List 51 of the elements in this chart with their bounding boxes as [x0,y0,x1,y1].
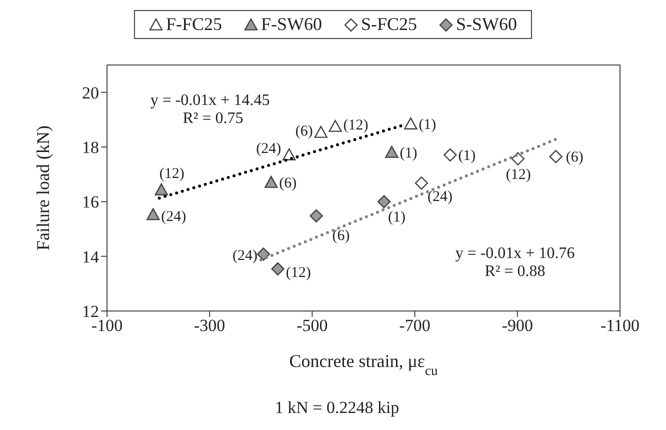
y-tick-label: 14 [82,247,100,266]
annotation: (24) [256,140,282,157]
point [314,126,328,138]
point [404,117,418,130]
annotation: y = -0.01x + 10.76 [455,245,575,262]
point [549,150,562,164]
annotation: (12) [286,264,311,281]
annotation: (24) [427,189,452,206]
annotation: (12) [506,166,531,183]
point [511,152,525,166]
annotation: (1) [388,210,406,226]
x-tick-label: -1100 [600,316,640,336]
annotation: (1) [458,148,476,164]
x-tick-label: -500 [296,316,328,336]
point [271,262,284,276]
x-tick-label: -700 [399,316,430,336]
x-tick-label: -300 [194,316,226,336]
annotation: (6) [295,124,313,140]
point [256,248,270,261]
annotation: (1) [400,145,418,162]
annotation: (12) [343,118,368,134]
annotation: (1) [418,117,436,134]
annotation: y = -0.01x + 14.45 [150,92,270,109]
annotation: (6) [332,228,350,244]
annotation: (24) [161,208,186,225]
point [154,183,168,196]
legend-label: S-SW60 [455,14,518,35]
legend-label: F-SW60 [260,14,322,35]
y-tick-label: 18 [82,138,99,158]
x-axis-title: Concrete strain, με$_{cu}$ [289,351,438,378]
legend-label: F-FC25 [164,14,222,35]
point [146,208,160,220]
annotation: (12) [159,166,184,182]
annotation: (6) [566,150,584,166]
point [310,209,323,222]
legend-label: S-FC25 [360,14,418,35]
annotation: R² = 0.75 [182,110,244,127]
annotation: (24) [232,248,258,264]
annotation: (6) [279,176,297,192]
y-tick-label: 20 [82,83,99,102]
point [444,148,457,162]
text: 1 kN = 0.2248 kip [274,398,400,417]
point [385,146,398,158]
y-tick-label: 16 [82,192,99,212]
point [264,176,278,188]
point [414,176,428,190]
point [377,195,391,208]
point [328,120,342,132]
x-tick-label: -900 [502,316,533,336]
annotation: R² = 0.88 [484,263,546,280]
y-axis-title: Failure load (kN) [33,126,53,250]
